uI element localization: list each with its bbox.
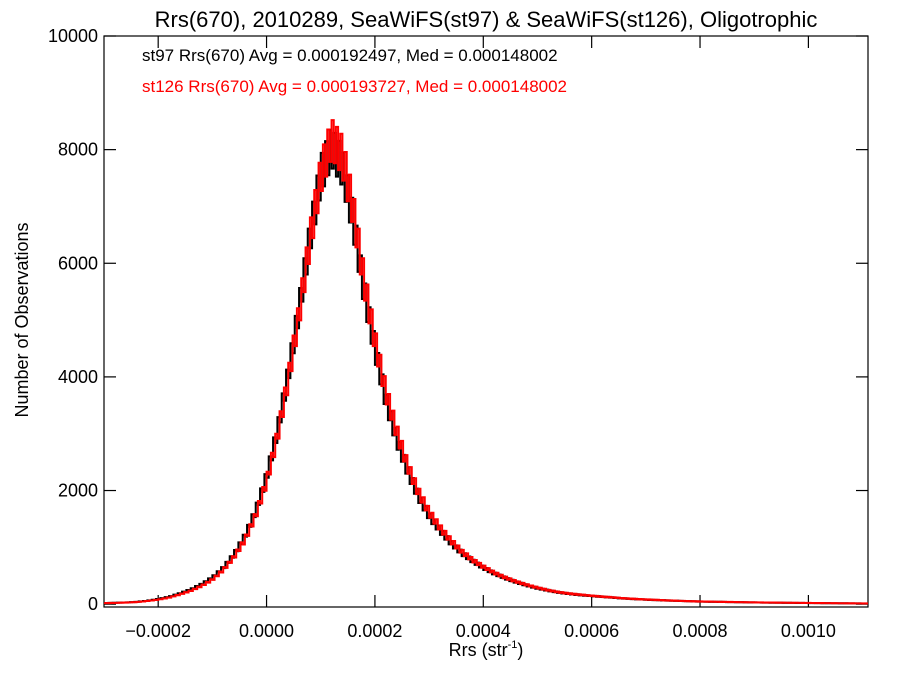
x-axis-label: Rrs (str-1) [449,639,524,660]
x-axis-label-close: ) [517,640,523,660]
x-tick-label: 0.0008 [672,621,727,641]
y-tick-label: 6000 [58,253,98,273]
x-axis: −0.0002 0.0000 0.0002 0.0004 0.0006 0.0008 0.0… [125,36,836,641]
y-axis-label: Number of Observations [12,222,32,417]
x-tick-label: 0.0002 [347,621,402,641]
x-tick-label: 0.0000 [239,621,294,641]
series-st126-line [104,119,868,605]
annotation-st126: st126 Rrs(670) Avg = 0.000193727, Med = … [142,77,567,96]
x-tick-label: 0.0006 [564,621,619,641]
y-tick-label: 10000 [48,26,98,46]
plot-frame [103,35,869,608]
y-tick-label: 2000 [58,481,98,501]
y-tick-label: 8000 [58,140,98,160]
x-tick-label: 0.0004 [456,621,511,641]
chart-title: Rrs(670), 2010289, SeaWiFS(st97) & SeaWi… [155,7,818,32]
x-axis-label-main: Rrs (str [449,640,508,660]
y-tick-label: 0 [88,594,98,614]
series-st97-line [104,128,868,605]
y-axis: 0 2000 4000 6000 8000 10000 [48,26,868,614]
x-axis-label-sup: -1 [508,639,518,651]
annotation-st97: st97 Rrs(670) Avg = 0.000192497, Med = 0… [142,46,558,65]
x-tick-label: 0.0010 [781,621,836,641]
series-group [104,119,868,605]
y-tick-label: 4000 [58,367,98,387]
x-tick-label: −0.0002 [125,621,191,641]
